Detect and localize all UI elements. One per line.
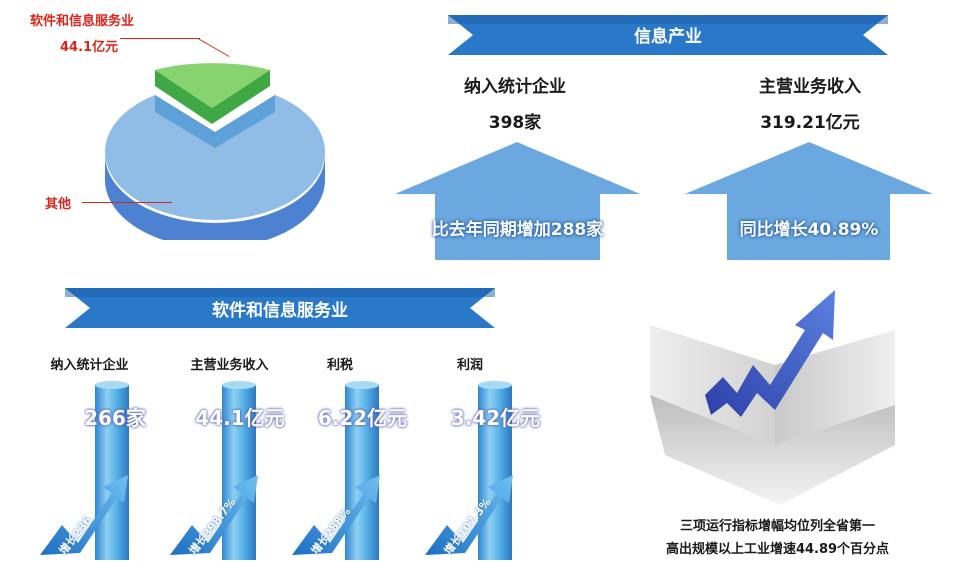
pie-slice-software [150,46,280,146]
industry-left-value: 398家 [488,113,542,133]
industry-right-value: 319.21亿元 [760,113,860,133]
industry-banner [448,10,888,60]
column-revenue [170,381,258,560]
industry-right-arrow-text: 同比增长40.89% [739,220,879,240]
column-label-revenue: 主营业务收入 [190,358,269,373]
pie-chart [60,40,360,248]
column-label-profit: 利润 [456,358,483,373]
pie-leader-other [82,202,172,203]
column-value-enterprises: 266家 [84,406,146,430]
pie-label-software: 软件和信息服务业 [30,14,135,29]
wall-left [650,325,775,445]
industry-left-arrow [395,142,640,260]
trend-illustration [650,290,895,505]
software-columns [40,381,513,560]
pie-gap [155,95,275,148]
column-enterprises [40,381,129,560]
pie-side [105,155,325,248]
industry-left-title: 纳入统计企业 [464,77,566,97]
column-tax [292,381,380,560]
column-label-enterprises: 纳入统计企业 [50,358,129,373]
pie-slice-other [105,95,326,220]
column-value-tax: 6.22亿元 [317,406,408,430]
industry-right-arrow [685,142,933,260]
pie-leader-software [120,38,200,39]
summary-line-2: 高出规模以上工业增速44.89个百分点 [665,542,890,557]
industry-banner-title: 信息产业 [634,27,702,47]
industry-left-arrow-text: 比去年同期增加288家 [431,220,604,240]
column-value-profit: 3.42亿元 [450,406,541,430]
floor [650,395,895,505]
software-banner [65,283,495,333]
trend-arrow-3d [705,290,835,417]
pie-label-other: 其他 [45,197,72,212]
pie-value-software: 44.1亿元 [60,40,119,55]
column-value-revenue: 44.1亿元 [195,406,285,430]
summary-line-1: 三项运行指标增幅均位列全省第一 [679,519,875,534]
column-label-tax: 利税 [326,358,353,373]
software-banner-title: 软件和信息服务业 [212,301,348,321]
column-profit [425,381,513,560]
industry-right-title: 主营业务收入 [759,77,861,97]
